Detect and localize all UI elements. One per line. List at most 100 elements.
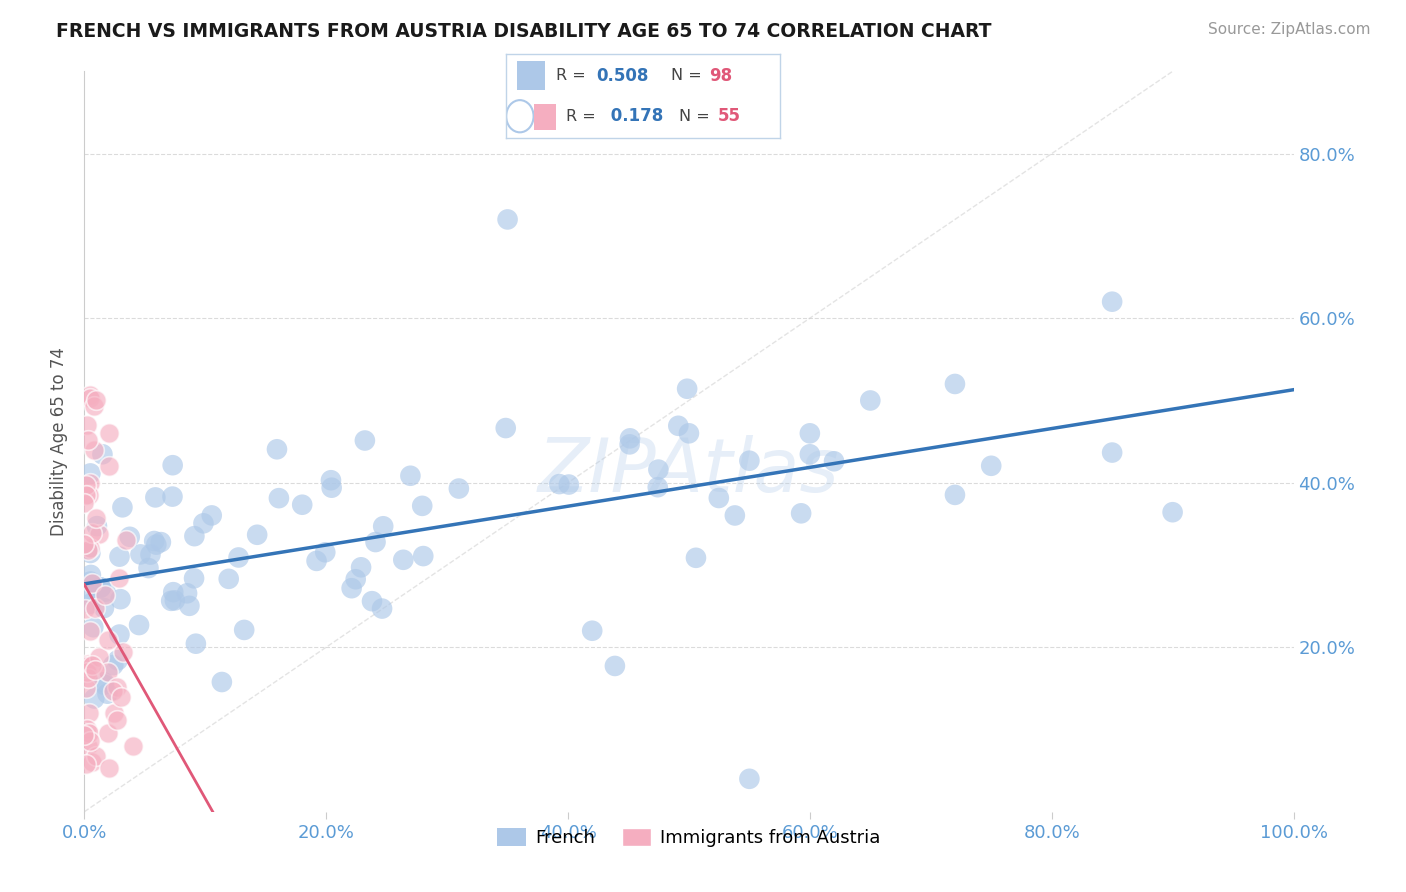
Point (233, 623, 256, 637)
Point (77, 488, 100, 502)
Text: 55: 55 (717, 107, 741, 125)
Text: Source: ZipAtlas.com: Source: ZipAtlas.com (1208, 22, 1371, 37)
Point (392, 553, 415, 567)
Point (228, 550, 250, 565)
Point (399, 468, 422, 483)
Point (179, 599, 201, 613)
Point (86, 519, 108, 533)
Point (143, 534, 166, 549)
Point (176, 586, 198, 600)
Point (707, 491, 730, 505)
Point (77, 739, 100, 753)
Point (103, 706, 125, 720)
Point (138, 561, 160, 575)
Point (291, 498, 314, 512)
Point (676, 382, 699, 396)
FancyBboxPatch shape (517, 62, 544, 90)
Point (145, 538, 167, 552)
Point (943, 488, 966, 502)
Point (107, 653, 129, 667)
Point (619, 431, 641, 445)
Point (77, 433, 100, 447)
Point (75, 757, 97, 772)
Point (97, 726, 120, 740)
Point (373, 519, 395, 533)
Point (76, 723, 98, 737)
Point (96, 687, 118, 701)
Point (91, 447, 114, 461)
Point (97, 459, 120, 474)
Point (98, 761, 121, 775)
Ellipse shape (506, 100, 533, 132)
Legend: French, Immigrants from Austria: French, Immigrants from Austria (491, 821, 887, 855)
Point (319, 473, 342, 487)
Point (82, 657, 104, 672)
Point (823, 454, 845, 468)
Point (163, 593, 186, 607)
Point (105, 714, 128, 728)
Text: 0.178: 0.178 (605, 107, 664, 125)
Point (128, 618, 150, 632)
Point (354, 434, 377, 448)
Point (77, 706, 100, 720)
Point (790, 506, 813, 520)
Point (79, 585, 101, 599)
Point (118, 530, 141, 544)
Point (73, 537, 96, 551)
Point (79, 725, 101, 739)
Point (1101, 294, 1123, 309)
Point (79, 734, 101, 748)
Point (340, 581, 363, 595)
Point (80, 756, 103, 770)
Point (87, 649, 110, 664)
Point (94, 588, 117, 602)
Point (344, 572, 367, 586)
Point (93, 601, 115, 615)
Point (82, 620, 104, 634)
Point (411, 499, 433, 513)
Point (943, 376, 966, 391)
Point (603, 659, 626, 673)
Point (73, 602, 96, 616)
Point (647, 480, 669, 494)
Point (93, 675, 115, 690)
Point (79, 391, 101, 405)
Point (97, 633, 120, 648)
Point (412, 549, 434, 563)
Point (83, 600, 105, 615)
Point (162, 585, 184, 599)
Point (75, 488, 97, 502)
Point (162, 490, 184, 504)
Point (79, 574, 101, 589)
Point (90, 581, 112, 595)
Point (184, 637, 207, 651)
Point (75, 477, 97, 491)
Point (980, 458, 1002, 473)
Point (79, 624, 101, 638)
Point (321, 481, 343, 495)
Point (111, 500, 134, 515)
Point (108, 571, 131, 585)
Point (201, 508, 224, 523)
Point (97, 426, 120, 441)
Point (183, 529, 205, 543)
Point (83, 399, 105, 413)
Point (647, 462, 669, 476)
Point (666, 418, 689, 433)
Point (859, 393, 882, 408)
Point (495, 421, 517, 435)
Point (121, 739, 143, 753)
Point (79, 467, 101, 481)
Point (183, 571, 205, 585)
Point (371, 601, 394, 615)
FancyBboxPatch shape (534, 104, 555, 130)
Point (678, 426, 700, 441)
Point (115, 533, 138, 547)
Point (160, 594, 183, 608)
Point (101, 683, 124, 698)
Text: R =: R = (567, 109, 596, 124)
Point (364, 535, 387, 549)
Point (193, 516, 215, 531)
Point (97, 665, 120, 679)
Point (80, 568, 103, 582)
